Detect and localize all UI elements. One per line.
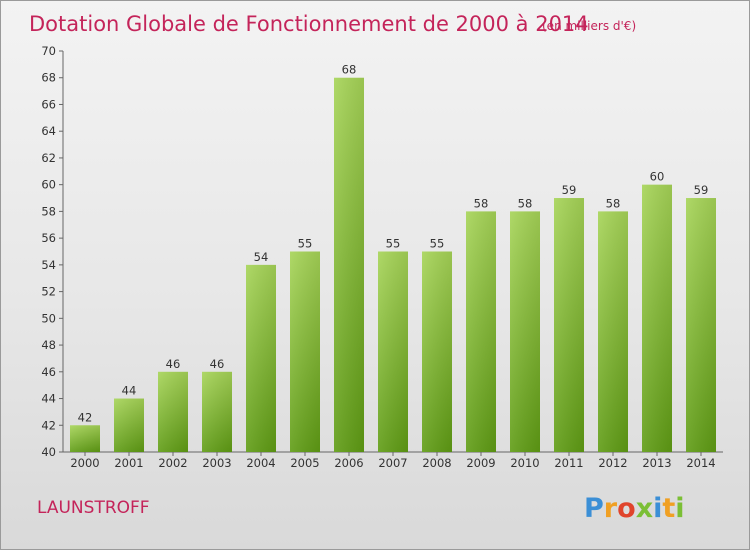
value-label-2001: 44 xyxy=(122,384,137,398)
bar-shade-2000 xyxy=(70,425,100,452)
x-tick-label: 2010 xyxy=(510,456,539,470)
commune-name: LAUNSTROFF xyxy=(37,498,150,518)
y-tick-label: 64 xyxy=(41,124,56,138)
value-label-2003: 46 xyxy=(210,357,225,371)
x-tick-label: 2003 xyxy=(202,456,231,470)
y-tick-label: 44 xyxy=(41,392,56,406)
value-label-2006: 68 xyxy=(342,63,357,77)
y-tick-label: 54 xyxy=(41,258,56,272)
x-tick-label: 2004 xyxy=(246,456,275,470)
axes: 40 42 44 46 48 50 52 54 56 58 60 62 64 66 68 70 2000 2001… xyxy=(41,44,723,470)
x-tick-label: 2013 xyxy=(642,456,671,470)
bar-shade-2002 xyxy=(158,371,188,452)
brand-letter: i xyxy=(675,493,684,524)
y-tick-label: 70 xyxy=(41,44,56,58)
value-label-2012: 58 xyxy=(606,196,621,210)
bar-shade-2010 xyxy=(510,211,540,452)
brand-letter: x xyxy=(636,493,653,524)
y-tick-label: 42 xyxy=(41,418,56,432)
brand-letter: t xyxy=(662,493,675,524)
y-tick-label: 50 xyxy=(41,311,56,325)
chart-unit: (en milliers d'€) xyxy=(542,19,636,33)
value-label-2005: 55 xyxy=(298,237,313,251)
x-tick-label: 2011 xyxy=(554,456,583,470)
y-tick-label: 66 xyxy=(41,97,56,111)
bar-shade-2008 xyxy=(422,251,452,452)
bar-shade-2011 xyxy=(554,198,584,452)
y-tick-label: 40 xyxy=(41,445,56,459)
value-label-2008: 55 xyxy=(430,237,445,251)
x-tick-label: 2008 xyxy=(422,456,451,470)
bar-shade-2012 xyxy=(598,211,628,452)
x-tick-label: 2014 xyxy=(686,456,715,470)
brand-letter: P xyxy=(584,493,604,524)
bar-shade-2001 xyxy=(114,398,144,452)
value-labels-group: 42 44 46 46 54 55 68 55 55 58 58 59 58 60 59 xyxy=(78,63,709,425)
y-tick-label: 56 xyxy=(41,231,56,245)
value-label-2010: 58 xyxy=(518,196,533,210)
bar-shade-2004 xyxy=(246,264,276,452)
value-label-2007: 55 xyxy=(386,237,401,251)
y-tick-label: 60 xyxy=(41,178,56,192)
value-label-2004: 54 xyxy=(254,250,269,264)
value-label-2002: 46 xyxy=(166,357,181,371)
x-tick-label: 2007 xyxy=(378,456,407,470)
bar-shade-2009 xyxy=(466,211,496,452)
bar-shade-2005 xyxy=(290,251,320,452)
value-label-2009: 58 xyxy=(474,196,489,210)
brand-letter: r xyxy=(604,493,618,524)
brand-letter: o xyxy=(617,493,636,524)
bar-shade-2007 xyxy=(378,251,408,452)
x-tick-label: 2009 xyxy=(466,456,495,470)
x-tick-label: 2012 xyxy=(598,456,627,470)
y-tick-label: 58 xyxy=(41,204,56,218)
value-label-2013: 60 xyxy=(650,170,665,184)
brand-letter: i xyxy=(653,493,662,524)
y-tick-label: 62 xyxy=(41,151,56,165)
x-tick-label: 2001 xyxy=(114,456,143,470)
x-tick-label: 2002 xyxy=(158,456,187,470)
bar-shade-2013 xyxy=(642,184,672,452)
value-label-2011: 59 xyxy=(562,183,577,197)
chart-title: Dotation Globale de Fonctionnement de 20… xyxy=(29,12,589,36)
y-tick-label: 52 xyxy=(41,285,56,299)
value-label-2000: 42 xyxy=(78,410,93,424)
bars-group xyxy=(70,77,716,452)
bar-shade-2006 xyxy=(334,77,364,452)
x-tick-label: 2000 xyxy=(70,456,99,470)
bar-shade-2014 xyxy=(686,198,716,452)
bar-shade-2003 xyxy=(202,371,232,452)
proxiti-logo: Proxiti xyxy=(584,493,685,524)
x-tick-label: 2005 xyxy=(290,456,319,470)
y-tick-label: 68 xyxy=(41,71,56,85)
x-tick-label: 2006 xyxy=(334,456,363,470)
value-label-2014: 59 xyxy=(694,183,709,197)
y-tick-label: 46 xyxy=(41,365,56,379)
y-tick-label: 48 xyxy=(41,338,56,352)
